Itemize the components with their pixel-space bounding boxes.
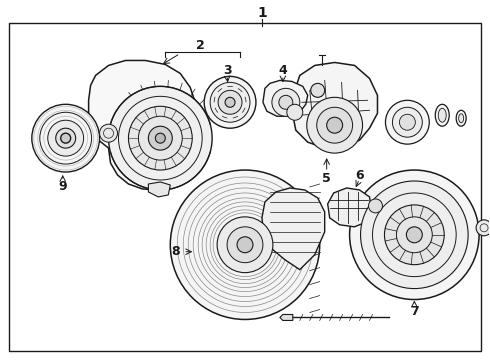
Circle shape bbox=[307, 97, 363, 153]
Polygon shape bbox=[328, 188, 371, 227]
Text: 5: 5 bbox=[322, 171, 331, 185]
Circle shape bbox=[61, 133, 71, 143]
Circle shape bbox=[361, 181, 468, 289]
Circle shape bbox=[155, 133, 165, 143]
Polygon shape bbox=[148, 182, 171, 197]
Circle shape bbox=[99, 124, 118, 142]
Polygon shape bbox=[263, 80, 308, 116]
Circle shape bbox=[392, 107, 422, 137]
Polygon shape bbox=[262, 188, 325, 270]
Text: 8: 8 bbox=[171, 245, 179, 258]
Text: 4: 4 bbox=[278, 64, 287, 77]
Text: 1: 1 bbox=[257, 6, 267, 20]
Polygon shape bbox=[280, 315, 293, 320]
Circle shape bbox=[171, 170, 319, 319]
Text: 2: 2 bbox=[196, 39, 204, 52]
Circle shape bbox=[406, 227, 422, 243]
Polygon shape bbox=[293, 62, 377, 148]
Circle shape bbox=[148, 126, 172, 150]
Text: 6: 6 bbox=[355, 168, 364, 181]
Text: 9: 9 bbox=[58, 180, 67, 193]
Ellipse shape bbox=[435, 104, 449, 126]
Ellipse shape bbox=[456, 110, 466, 126]
Circle shape bbox=[227, 227, 263, 263]
Circle shape bbox=[311, 84, 325, 97]
Circle shape bbox=[210, 82, 250, 122]
Circle shape bbox=[287, 104, 303, 120]
Circle shape bbox=[272, 88, 300, 116]
Polygon shape bbox=[89, 60, 195, 190]
Circle shape bbox=[279, 95, 293, 109]
Circle shape bbox=[476, 220, 490, 236]
Circle shape bbox=[327, 117, 343, 133]
Ellipse shape bbox=[438, 108, 446, 122]
Text: 3: 3 bbox=[223, 64, 231, 77]
Circle shape bbox=[386, 100, 429, 144]
Circle shape bbox=[237, 237, 253, 253]
Circle shape bbox=[317, 107, 353, 143]
Circle shape bbox=[204, 76, 256, 128]
Circle shape bbox=[56, 128, 75, 148]
Circle shape bbox=[385, 205, 444, 265]
Circle shape bbox=[349, 170, 479, 300]
Circle shape bbox=[368, 199, 383, 213]
Circle shape bbox=[399, 114, 416, 130]
Circle shape bbox=[128, 106, 192, 170]
Circle shape bbox=[32, 104, 99, 172]
Circle shape bbox=[218, 90, 242, 114]
Circle shape bbox=[48, 120, 84, 156]
Circle shape bbox=[225, 97, 235, 107]
Text: 7: 7 bbox=[410, 305, 419, 318]
Circle shape bbox=[108, 86, 212, 190]
Circle shape bbox=[217, 217, 273, 273]
Ellipse shape bbox=[459, 114, 464, 123]
